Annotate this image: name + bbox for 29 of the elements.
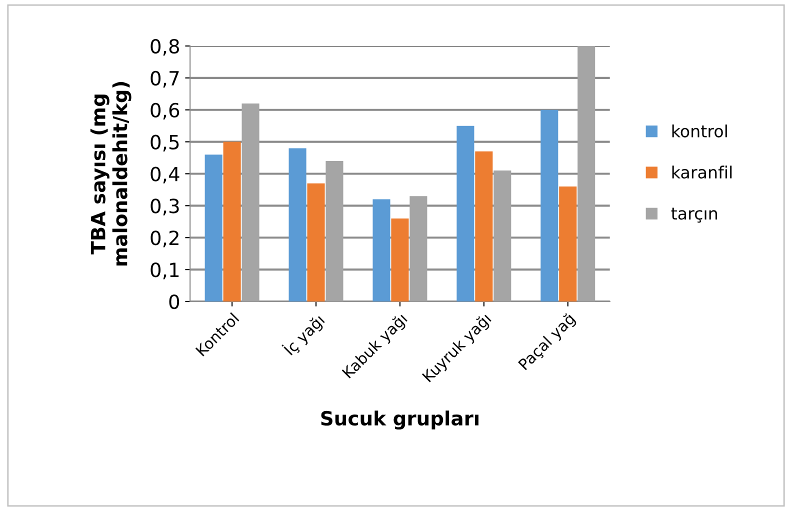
bar xyxy=(223,142,241,302)
legend-label: kontrol xyxy=(672,124,727,138)
y-tick-label: 0 xyxy=(169,294,180,310)
y-tick-label: 0,8 xyxy=(150,38,180,56)
bar xyxy=(288,148,306,302)
bar xyxy=(456,126,474,302)
y-tick-label: 0,1 xyxy=(150,262,179,280)
bar xyxy=(559,186,577,302)
y-tick-label: 0,4 xyxy=(150,166,180,184)
x-axis-title: Sucuk grupları xyxy=(321,410,478,430)
bar xyxy=(326,160,344,302)
legend-label: karanfil xyxy=(672,166,732,179)
bar xyxy=(242,103,260,302)
y-axis-title: TBA sayısı (mg malonaldehit/kg) xyxy=(90,82,132,266)
bar xyxy=(372,199,390,302)
bar xyxy=(410,196,428,302)
y-tick-label: 0,3 xyxy=(150,198,179,216)
legend-label: tarçın xyxy=(671,208,717,223)
bar xyxy=(307,183,325,302)
y-tick-label: 0,2 xyxy=(150,230,178,248)
bar xyxy=(204,154,222,302)
y-tick-label: 0,6 xyxy=(150,102,180,120)
bar xyxy=(475,151,493,302)
bar xyxy=(494,170,512,302)
bar xyxy=(540,110,558,302)
bar xyxy=(391,218,409,302)
bar xyxy=(578,46,596,302)
y-tick-label: 0,5 xyxy=(150,134,179,152)
y-tick-label: 0,7 xyxy=(150,70,179,88)
